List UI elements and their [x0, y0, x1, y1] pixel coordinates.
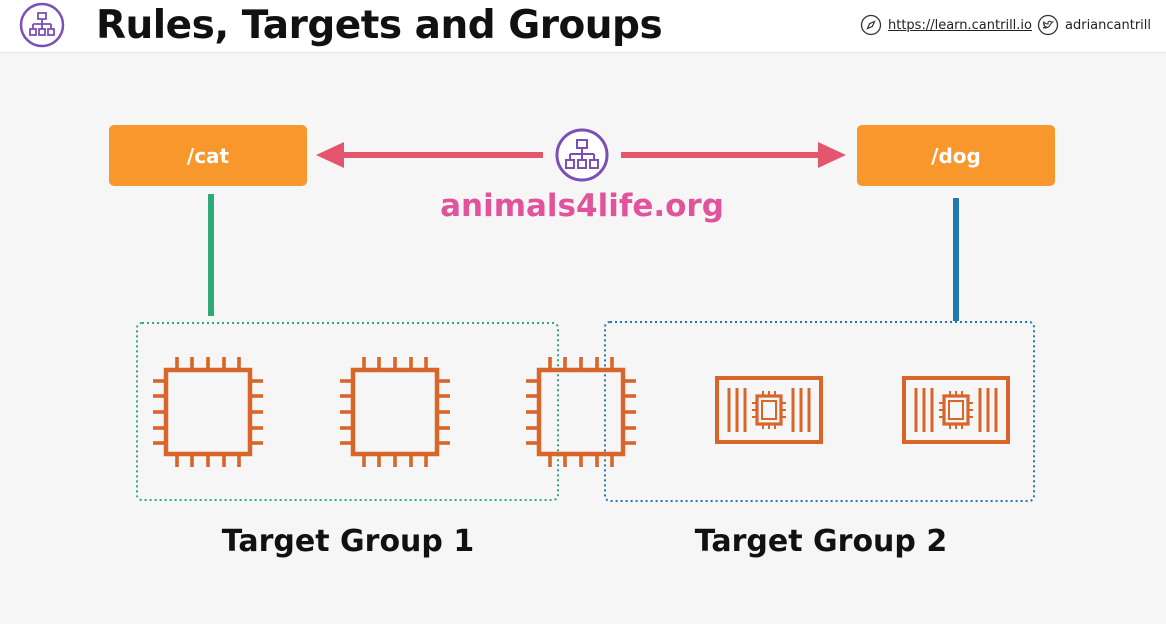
container-icon: [715, 376, 823, 444]
arrow-to-cat: [316, 142, 543, 168]
target-group-2-box: [604, 321, 1035, 502]
rule-box-dog: /dog: [857, 125, 1055, 186]
load-balancer-icon: [19, 2, 65, 48]
target-group-1-label: Target Group 1: [222, 524, 474, 559]
twitter-handle[interactable]: adriancantrill: [1065, 17, 1152, 33]
rule-box-cat: /cat: [109, 125, 307, 186]
load-balancer-icon: [555, 128, 609, 182]
course-link[interactable]: https://learn.cantrill.io: [860, 14, 1032, 36]
ec2-instance-icon: [153, 357, 263, 467]
load-balancer-domain: animals4life.org: [440, 188, 724, 224]
course-url[interactable]: https://learn.cantrill.io: [888, 17, 1032, 33]
ec2-instance-icon: [526, 357, 636, 467]
page-title: Rules, Targets and Groups: [96, 3, 663, 48]
compass-icon: [860, 14, 882, 36]
header-bar: Rules, Targets and Groups https://learn.…: [0, 0, 1166, 53]
arrow-to-dog: [621, 142, 846, 168]
ec2-instance-icon: [340, 357, 450, 467]
rule-label-cat: /cat: [187, 144, 230, 168]
container-icon: [902, 376, 1010, 444]
twitter-link[interactable]: adriancantrill: [1037, 14, 1151, 36]
target-group-2-label: Target Group 2: [695, 524, 947, 559]
rule-label-dog: /dog: [931, 144, 981, 168]
target-group-1-box: [136, 322, 559, 501]
twitter-icon: [1037, 14, 1059, 36]
